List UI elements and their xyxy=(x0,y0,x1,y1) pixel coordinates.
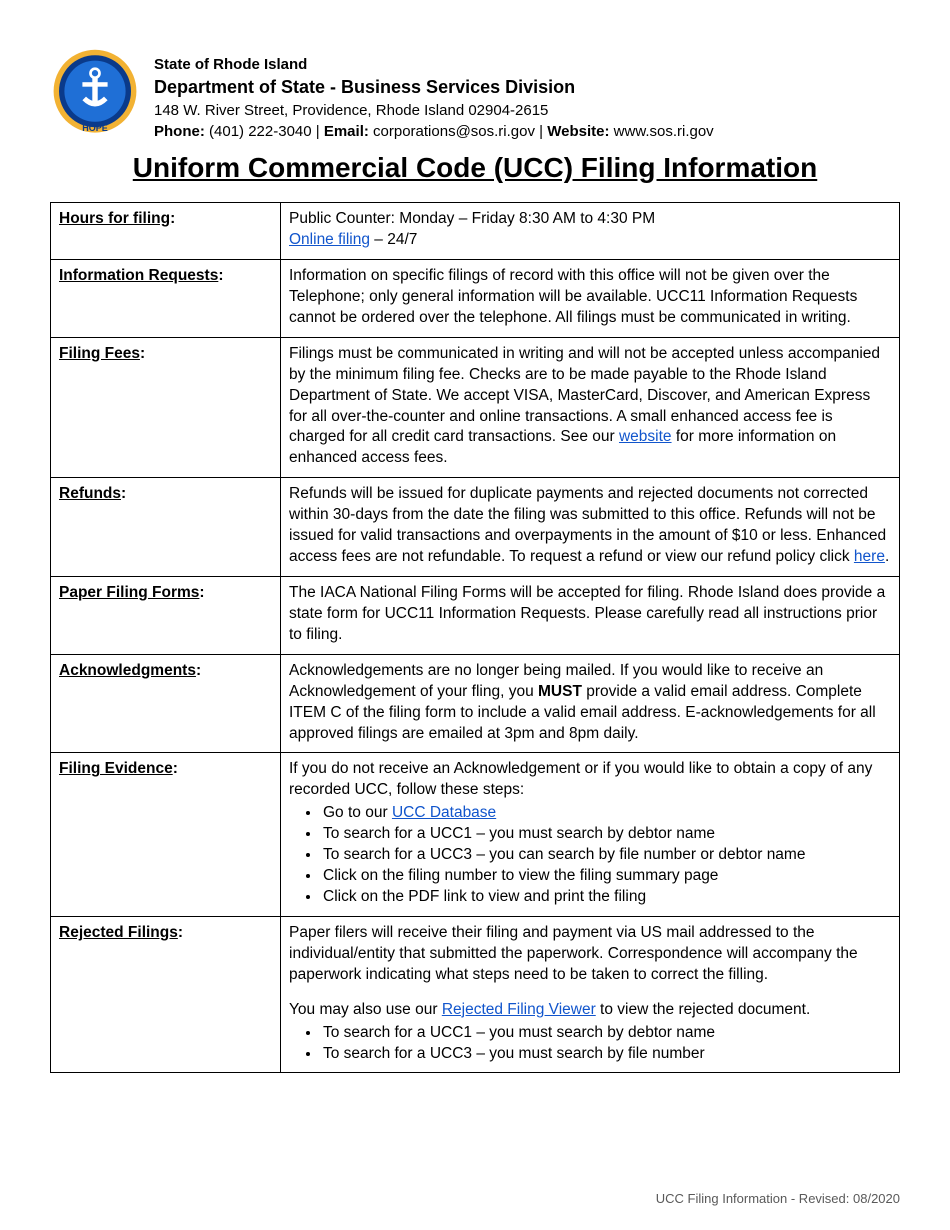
rejected-steps: To search for a UCC1 – you must search b… xyxy=(289,1023,891,1065)
list-item: To search for a UCC3 – you can search by… xyxy=(321,845,891,866)
letterhead-text: State of Rhode Island Department of Stat… xyxy=(154,48,714,142)
content-filing-evidence: If you do not receive an Acknowledgement… xyxy=(281,753,900,916)
label-acknowledgments: Acknowledgments: xyxy=(51,654,281,753)
label-paper-forms: Paper Filing Forms: xyxy=(51,577,281,655)
row-rejected-filings: Rejected Filings: Paper filers will rece… xyxy=(51,916,900,1073)
row-hours: Hours for filing: Public Counter: Monday… xyxy=(51,203,900,260)
email-label: Email: xyxy=(324,123,369,140)
phone-label: Phone: xyxy=(154,123,205,140)
content-rejected-filings: Paper filers will receive their filing a… xyxy=(281,916,900,1073)
content-acknowledgments: Acknowledgements are no longer being mai… xyxy=(281,654,900,753)
state-name: State of Rhode Island xyxy=(154,54,714,75)
fees-website-link[interactable]: website xyxy=(619,428,672,445)
content-refunds: Refunds will be issued for duplicate pay… xyxy=(281,478,900,577)
website-value: www.sos.ri.gov xyxy=(614,123,714,140)
content-paper-forms: The IACA National Filing Forms will be a… xyxy=(281,577,900,655)
label-info-requests: Information Requests: xyxy=(51,260,281,338)
label-filing-fees: Filing Fees: xyxy=(51,337,281,478)
list-item: To search for a UCC3 – you must search b… xyxy=(321,1044,891,1065)
address-line: 148 W. River Street, Providence, Rhode I… xyxy=(154,100,714,121)
row-paper-forms: Paper Filing Forms: The IACA National Fi… xyxy=(51,577,900,655)
label-rejected-filings: Rejected Filings: xyxy=(51,916,281,1073)
list-item: Click on the PDF link to view and print … xyxy=(321,887,891,908)
label-hours: Hours for filing: xyxy=(51,203,281,260)
separator: | xyxy=(316,123,324,140)
website-label: Website: xyxy=(547,123,609,140)
svg-text:HOPE: HOPE xyxy=(82,123,108,133)
department-name: Department of State - Business Services … xyxy=(154,75,714,100)
state-seal-icon: HOPE xyxy=(50,48,140,138)
info-table: Hours for filing: Public Counter: Monday… xyxy=(50,202,900,1073)
footer-revision: UCC Filing Information - Revised: 08/202… xyxy=(656,1191,900,1206)
page-title: Uniform Commercial Code (UCC) Filing Inf… xyxy=(50,152,900,184)
rejected-filing-viewer-link[interactable]: Rejected Filing Viewer xyxy=(442,1001,596,1018)
row-info-requests: Information Requests: Information on spe… xyxy=(51,260,900,338)
must-emphasis: MUST xyxy=(538,683,582,700)
content-hours: Public Counter: Monday – Friday 8:30 AM … xyxy=(281,203,900,260)
row-filing-fees: Filing Fees: Filings must be communicate… xyxy=(51,337,900,478)
row-filing-evidence: Filing Evidence: If you do not receive a… xyxy=(51,753,900,916)
online-filing-link[interactable]: Online filing xyxy=(289,231,370,248)
letterhead: HOPE State of Rhode Island Department of… xyxy=(50,48,900,142)
row-acknowledgments: Acknowledgments: Acknowledgements are no… xyxy=(51,654,900,753)
list-item: Go to our UCC Database xyxy=(321,803,891,824)
label-refunds: Refunds: xyxy=(51,478,281,577)
row-refunds: Refunds: Refunds will be issued for dupl… xyxy=(51,478,900,577)
list-item: To search for a UCC1 – you must search b… xyxy=(321,824,891,845)
phone-value: (401) 222-3040 xyxy=(209,123,312,140)
email-value: corporations@sos.ri.gov xyxy=(373,123,535,140)
list-item: To search for a UCC1 – you must search b… xyxy=(321,1023,891,1044)
content-info-requests: Information on specific filings of recor… xyxy=(281,260,900,338)
ucc-database-link[interactable]: UCC Database xyxy=(392,804,496,821)
refund-policy-link[interactable]: here xyxy=(854,548,885,565)
evidence-steps: Go to our UCC Database To search for a U… xyxy=(289,803,891,908)
list-item: Click on the filing number to view the f… xyxy=(321,866,891,887)
label-filing-evidence: Filing Evidence: xyxy=(51,753,281,916)
contact-line: Phone: (401) 222-3040 | Email: corporati… xyxy=(154,121,714,142)
content-filing-fees: Filings must be communicated in writing … xyxy=(281,337,900,478)
